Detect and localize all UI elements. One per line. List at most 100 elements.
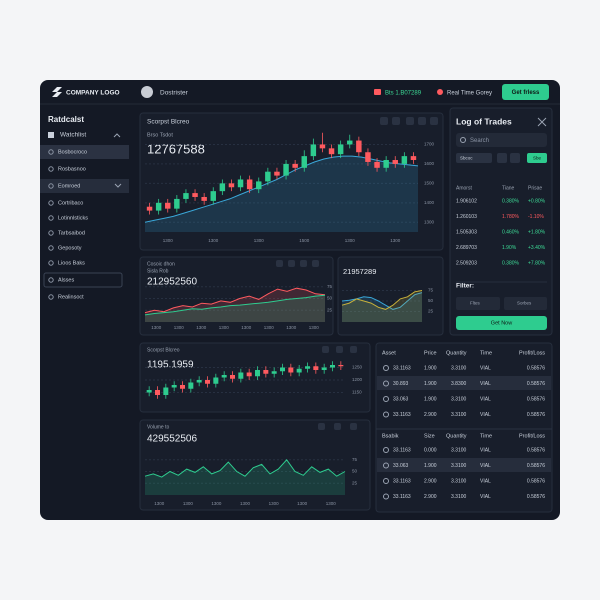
- green-chip[interactable]: [527, 153, 547, 163]
- sidebar-item[interactable]: Eomroed: [58, 183, 80, 189]
- tool-icon[interactable]: [430, 117, 438, 125]
- table-cell: 2.900: [424, 412, 437, 418]
- candle-body: [274, 171, 280, 176]
- tool-icon[interactable]: [336, 346, 343, 353]
- sidebar-section[interactable]: Watchlist: [60, 132, 86, 139]
- x-tick-label: 1300: [297, 501, 308, 506]
- tool-icon[interactable]: [418, 117, 426, 125]
- icon-chip[interactable]: [497, 153, 507, 163]
- button-label[interactable]: Get Now: [491, 320, 512, 326]
- button-label[interactable]: Get frless: [512, 90, 540, 96]
- tool-icon[interactable]: [392, 117, 400, 125]
- sidebar-item[interactable]: Cortribaco: [58, 200, 83, 206]
- table-cell: 3.3100: [451, 478, 467, 484]
- x-tick-label: 1500: [299, 238, 310, 243]
- chart-title: Volume to: [147, 424, 169, 430]
- row-highlight: [377, 458, 551, 472]
- candle-body: [328, 148, 335, 155]
- tool-icon[interactable]: [380, 117, 388, 125]
- chart-title: Scorpst Blcreo: [147, 347, 180, 353]
- candle-body: [192, 193, 198, 197]
- row-select[interactable]: [383, 396, 389, 402]
- candle-body: [319, 144, 326, 149]
- logo-icon: [52, 87, 62, 97]
- table-cell: 0.58576: [527, 463, 545, 469]
- header-button[interactable]: [502, 84, 549, 100]
- sidebar-item[interactable]: Lioos Baks: [58, 260, 85, 266]
- candle-body: [374, 161, 380, 168]
- sidebar-item[interactable]: Rosbasnoo: [58, 166, 86, 172]
- filter-text[interactable]: Fltes: [470, 301, 481, 306]
- row-select[interactable]: [383, 462, 389, 469]
- tool-icon[interactable]: [276, 260, 283, 267]
- sidebar-item[interactable]: Lotinnlsticks: [58, 215, 88, 221]
- filter-label: Filter:: [456, 283, 474, 290]
- balance: Bts 1.B07289: [385, 91, 422, 97]
- sidebar-item[interactable]: Tarbsaibod: [58, 230, 85, 236]
- table-cell: VIAL: [480, 396, 491, 402]
- close-icon[interactable]: [537, 117, 547, 127]
- row-select[interactable]: [383, 447, 389, 453]
- candle-body: [230, 375, 235, 379]
- table-cell: 0.58576: [527, 478, 545, 484]
- tool-icon[interactable]: [318, 423, 325, 430]
- chart-value: 212952560: [147, 277, 197, 288]
- tool-icon[interactable]: [312, 260, 319, 267]
- tool-icon[interactable]: [350, 346, 357, 353]
- table-cell: VIAL: [480, 447, 491, 453]
- candle-body: [283, 163, 289, 176]
- avatar[interactable]: [141, 86, 153, 98]
- table-cell: 33.063: [393, 396, 409, 402]
- candle-body: [163, 387, 169, 395]
- tool-icon[interactable]: [322, 346, 329, 353]
- chart-toolbar: [276, 117, 438, 430]
- table-cell: 0.58576: [527, 494, 545, 500]
- tool-icon[interactable]: [300, 260, 307, 267]
- search-placeholder[interactable]: Search: [470, 138, 489, 144]
- y-tick-label: 1700: [424, 142, 435, 147]
- trade-cell: 0.380%: [502, 198, 520, 204]
- sidebar-item[interactable]: Alsses: [58, 277, 74, 283]
- trade-cell: +3.40%: [528, 245, 546, 251]
- filter-input[interactable]: [456, 297, 500, 310]
- candle-body: [296, 368, 302, 373]
- chip-label[interactable]: Sbe: [533, 156, 542, 161]
- row-select[interactable]: [383, 411, 389, 418]
- x-tick-label: 1300: [286, 325, 297, 330]
- x-tick-label: 1300: [241, 325, 252, 330]
- candle-body: [171, 385, 177, 388]
- row-select[interactable]: [383, 365, 389, 371]
- search-box[interactable]: [456, 133, 547, 147]
- tool-icon[interactable]: [350, 423, 357, 430]
- trade-cell: +7.80%: [528, 260, 546, 266]
- candle-body: [155, 390, 160, 395]
- icon-chip[interactable]: [510, 153, 520, 163]
- sort-text[interactable]: Sorbes: [517, 301, 532, 306]
- sidebar-item[interactable]: Realinsoct: [58, 294, 84, 300]
- table-cell: 0.58576: [527, 447, 545, 453]
- tool-icon[interactable]: [406, 117, 414, 125]
- chart-panel: [337, 256, 444, 336]
- sort-input[interactable]: [504, 297, 547, 310]
- trades-button[interactable]: [456, 316, 547, 330]
- filter-chip[interactable]: [456, 153, 492, 163]
- tool-icon[interactable]: [288, 260, 295, 267]
- row-select[interactable]: [383, 380, 389, 387]
- sidebar-item[interactable]: Geposoty: [58, 245, 82, 251]
- x-tick-label: 1300: [196, 325, 207, 330]
- tool-icon[interactable]: [334, 423, 341, 430]
- row-select[interactable]: [383, 478, 389, 484]
- candle-body: [146, 206, 153, 211]
- candle-body: [305, 366, 310, 369]
- chip-label[interactable]: Sbcoc: [460, 156, 473, 161]
- line: [144, 287, 326, 314]
- candle-body: [183, 193, 189, 199]
- column-header: Profit/Loss: [519, 433, 545, 439]
- main-chart-panel: [139, 112, 444, 251]
- candle-body: [205, 380, 210, 384]
- sidebar-item[interactable]: Bosbocroco: [58, 149, 87, 155]
- candle-body: [330, 365, 335, 368]
- column-header: Profit/Loss: [519, 350, 545, 356]
- column-header: Bsabik: [382, 433, 399, 439]
- row-select[interactable]: [383, 493, 389, 500]
